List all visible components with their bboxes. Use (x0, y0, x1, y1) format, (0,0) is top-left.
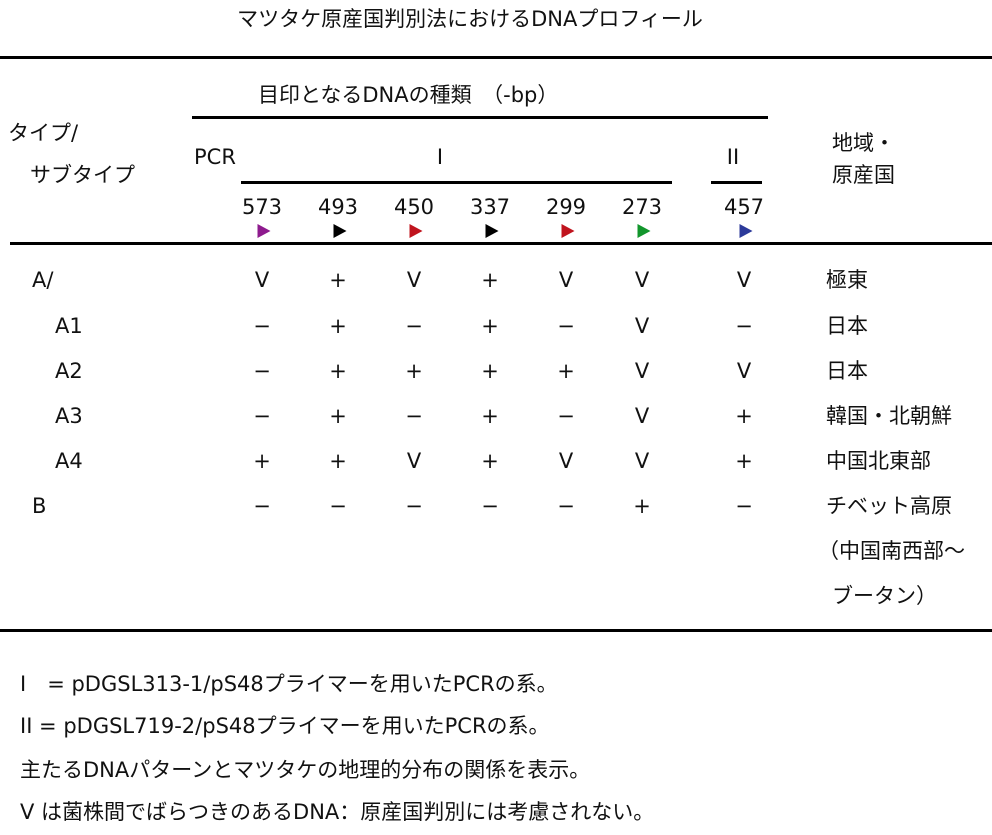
row-region: 中国北東部 (826, 449, 931, 473)
cell-493: + (329, 268, 347, 292)
cell-457: V (736, 359, 752, 383)
header-bottom-rule (10, 242, 992, 245)
cell-299: − (557, 494, 575, 518)
marker-bp-450: 450 (393, 195, 435, 219)
cell-273: V (634, 314, 650, 338)
cell-457: − (735, 494, 753, 518)
cell-450: V (406, 449, 422, 473)
row-type: A4 (55, 449, 83, 473)
cell-273: V (634, 359, 650, 383)
document-title: マツタケ原産国判別法におけるDNAプロフィール (237, 7, 703, 31)
table-bottom-rule (0, 629, 992, 632)
note-1: I = pDGSL313-1/pS48プライマーを用いたPCRの系。 (20, 672, 558, 696)
marker-triangle-icon (561, 224, 575, 238)
marker-group-label: 目印となるDNAの種類 （-bp） (258, 83, 559, 107)
region-header-1: 地域・ (832, 131, 895, 155)
cell-299: − (557, 404, 575, 428)
row-region: 韓国・北朝鮮 (826, 404, 952, 428)
note-2: II = pDGSL719-2/pS48プライマーを用いたPCRの系。 (20, 714, 550, 738)
cell-573: + (253, 449, 271, 473)
row-region: 極東 (826, 268, 868, 292)
cell-573: − (253, 404, 271, 428)
cell-299: + (557, 359, 575, 383)
cell-493: + (329, 314, 347, 338)
cell-450: − (405, 314, 423, 338)
cell-457: V (736, 268, 752, 292)
cell-337: + (481, 404, 499, 428)
cell-573: − (253, 494, 271, 518)
cell-337: + (481, 359, 499, 383)
cell-450: − (405, 404, 423, 428)
marker-bp-299: 299 (545, 195, 587, 219)
region-continuation-2: ブータン） (832, 584, 937, 608)
marker-triangle-icon (257, 224, 271, 238)
cell-273: V (634, 268, 650, 292)
marker-triangle-icon (333, 224, 347, 238)
cell-273: V (634, 449, 650, 473)
pcr-label: PCR (194, 145, 236, 169)
row-region: 日本 (826, 359, 868, 383)
type-header-1: タイプ/ (8, 121, 79, 145)
note-3: 主たるDNAパターンとマツタケの地理的分布の関係を表示。 (20, 758, 591, 782)
cell-493: + (329, 359, 347, 383)
cell-493: + (329, 404, 347, 428)
cell-337: + (481, 314, 499, 338)
cell-457: − (735, 314, 753, 338)
marker-triangle-icon (739, 224, 753, 238)
marker-group-rule (192, 116, 768, 119)
cell-450: + (405, 359, 423, 383)
cell-450: V (406, 268, 422, 292)
pcr-system-II: II (726, 145, 740, 169)
cell-493: + (329, 449, 347, 473)
marker-bp-273: 273 (621, 195, 663, 219)
region-continuation-1: （中国南西部〜 (818, 539, 965, 563)
cell-457: + (735, 404, 753, 428)
cell-337: − (481, 494, 499, 518)
cell-573: V (254, 268, 270, 292)
marker-bp-493: 493 (317, 195, 359, 219)
marker-triangle-icon (637, 224, 651, 238)
marker-bp-573: 573 (241, 195, 283, 219)
marker-bp-337: 337 (469, 195, 511, 219)
cell-337: + (481, 449, 499, 473)
pcr-system-I: I (436, 145, 444, 169)
type-header-2: サブタイプ (30, 163, 135, 187)
table-top-rule (0, 56, 992, 59)
cell-337: + (481, 268, 499, 292)
row-type: B (32, 494, 47, 518)
cell-299: − (557, 314, 575, 338)
row-region: チベット高原 (826, 494, 952, 518)
row-type: A3 (55, 404, 83, 428)
pcr-II-rule (711, 181, 762, 184)
cell-299: V (558, 449, 574, 473)
cell-493: − (329, 494, 347, 518)
cell-273: V (634, 404, 650, 428)
marker-triangle-icon (409, 224, 423, 238)
cell-573: − (253, 359, 271, 383)
note-4: V は菌株間でばらつきのあるDNA：原産国判別には考慮されない。 (20, 800, 655, 824)
row-region: 日本 (826, 314, 868, 338)
cell-457: + (735, 449, 753, 473)
cell-450: − (405, 494, 423, 518)
cell-273: + (633, 494, 651, 518)
row-type: A2 (55, 359, 83, 383)
pcr-I-rule (241, 181, 672, 184)
cell-573: − (253, 314, 271, 338)
row-type: A1 (55, 314, 83, 338)
marker-bp-457: 457 (723, 195, 765, 219)
region-header-2: 原産国 (832, 163, 895, 187)
cell-299: V (558, 268, 574, 292)
marker-triangle-icon (485, 224, 499, 238)
row-type: A/ (32, 268, 54, 292)
